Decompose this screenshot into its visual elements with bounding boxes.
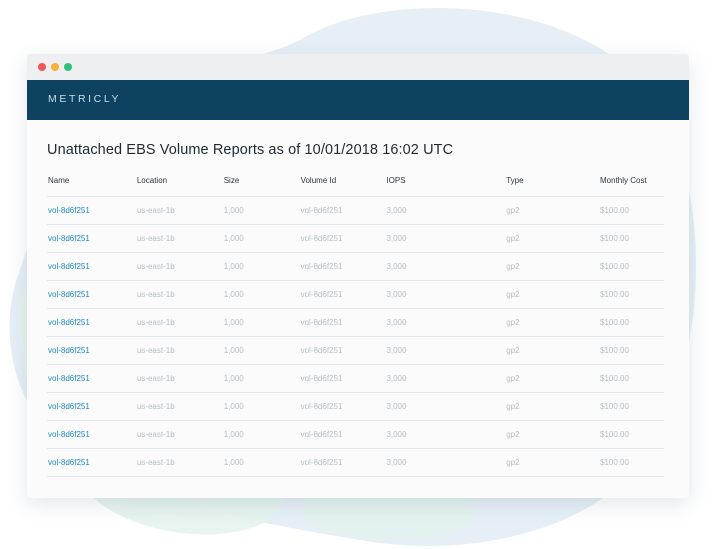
brand-logo: METRICLY xyxy=(48,93,122,105)
cell-size: 1,000 xyxy=(223,308,301,337)
column-header-type[interactable]: Type xyxy=(506,174,601,197)
app-header: METRICLY xyxy=(27,80,689,120)
volume-name-link[interactable]: vol-8d6f251 xyxy=(47,308,137,337)
maximize-window-dot[interactable] xyxy=(64,63,72,71)
volume-name-link[interactable]: vol-8d6f251 xyxy=(47,252,137,281)
cell-size: 1,000 xyxy=(223,252,301,281)
table-row[interactable]: vol-8d6f251 us-east-1b 1,000 vol-8d6f251 3,0… xyxy=(47,252,664,281)
column-header-volume-id[interactable]: Volume Id xyxy=(300,174,387,197)
volume-name-link[interactable]: vol-8d6f251 xyxy=(47,392,137,421)
cell-monthly-cost: $100.00 xyxy=(600,252,664,281)
volume-name-link[interactable]: vol-8d6f251 xyxy=(47,224,137,253)
table-header-row: Name Location Size Volume Id IOPS Type Monthly… xyxy=(47,174,664,197)
cell-monthly-cost: $100.00 xyxy=(600,392,664,421)
close-window-dot[interactable] xyxy=(38,63,46,71)
cell-location: us-east-1b xyxy=(136,252,224,281)
cell-size: 1,000 xyxy=(223,224,301,253)
cell-location: us-east-1b xyxy=(136,280,224,309)
volume-name-link[interactable]: vol-8d6f251 xyxy=(47,364,137,393)
cell-type: gp2 xyxy=(506,364,601,393)
cell-size: 1,000 xyxy=(223,280,301,309)
cell-location: us-east-1b xyxy=(136,364,224,393)
cell-monthly-cost: $100.00 xyxy=(600,280,664,309)
cell-location: us-east-1b xyxy=(136,420,224,449)
cell-volume-id: vol-8d6f251 xyxy=(300,448,387,477)
cell-monthly-cost: $100.00 xyxy=(600,308,664,337)
cell-monthly-cost: $100.00 xyxy=(600,420,664,449)
cell-type: gp2 xyxy=(506,308,601,337)
browser-window: METRICLY Unattached EBS Volume Reports a… xyxy=(27,54,689,498)
volume-table: Name Location Size Volume Id IOPS Type Monthly… xyxy=(47,174,664,477)
cell-location: us-east-1b xyxy=(136,448,224,477)
cell-size: 1,000 xyxy=(223,448,301,477)
cell-volume-id: vol-8d6f251 xyxy=(300,364,387,393)
cell-location: us-east-1b xyxy=(136,336,224,365)
cell-type: gp2 xyxy=(506,448,601,477)
cell-type: gp2 xyxy=(506,252,601,281)
cell-monthly-cost: $100.00 xyxy=(600,196,664,225)
table-row[interactable]: vol-8d6f251 us-east-1b 1,000 vol-8d6f251 3,0… xyxy=(47,392,664,421)
table-row[interactable]: vol-8d6f251 us-east-1b 1,000 vol-8d6f251 3,0… xyxy=(47,280,664,309)
column-header-monthly-cost[interactable]: Monthly Cost xyxy=(600,174,664,197)
cell-volume-id: vol-8d6f251 xyxy=(300,224,387,253)
table-body: vol-8d6f251 us-east-1b 1,000 vol-8d6f251 3,0… xyxy=(47,196,664,477)
cell-iops: 3,000 xyxy=(386,280,507,309)
volume-name-link[interactable]: vol-8d6f251 xyxy=(47,336,137,365)
table-row[interactable]: vol-8d6f251 us-east-1b 1,000 vol-8d6f251 3,0… xyxy=(47,196,664,225)
table-row[interactable]: vol-8d6f251 us-east-1b 1,000 vol-8d6f251 3,0… xyxy=(47,224,664,253)
cell-iops: 3,000 xyxy=(386,364,507,393)
cell-location: us-east-1b xyxy=(136,308,224,337)
cell-volume-id: vol-8d6f251 xyxy=(300,196,387,225)
column-header-location[interactable]: Location xyxy=(136,174,224,197)
minimize-window-dot[interactable] xyxy=(51,63,59,71)
cell-type: gp2 xyxy=(506,196,601,225)
cell-iops: 3,000 xyxy=(386,420,507,449)
column-header-iops[interactable]: IOPS xyxy=(386,174,507,197)
table-row[interactable]: vol-8d6f251 us-east-1b 1,000 vol-8d6f251 3,0… xyxy=(47,420,664,449)
cell-location: us-east-1b xyxy=(136,224,224,253)
table-row[interactable]: vol-8d6f251 us-east-1b 1,000 vol-8d6f251 3,0… xyxy=(47,364,664,393)
cell-monthly-cost: $100.00 xyxy=(600,448,664,477)
cell-monthly-cost: $100.00 xyxy=(600,364,664,393)
cell-location: us-east-1b xyxy=(136,392,224,421)
window-titlebar xyxy=(27,54,689,80)
cell-type: gp2 xyxy=(506,420,601,449)
cell-volume-id: vol-8d6f251 xyxy=(300,308,387,337)
cell-monthly-cost: $100.00 xyxy=(600,224,664,253)
volume-name-link[interactable]: vol-8d6f251 xyxy=(47,420,137,449)
volume-name-link[interactable]: vol-8d6f251 xyxy=(47,448,137,477)
cell-iops: 3,000 xyxy=(386,308,507,337)
cell-size: 1,000 xyxy=(223,336,301,365)
cell-size: 1,000 xyxy=(223,196,301,225)
cell-size: 1,000 xyxy=(223,392,301,421)
cell-iops: 3,000 xyxy=(386,224,507,253)
cell-volume-id: vol-8d6f251 xyxy=(300,420,387,449)
cell-location: us-east-1b xyxy=(136,196,224,225)
cell-volume-id: vol-8d6f251 xyxy=(300,336,387,365)
column-header-size[interactable]: Size xyxy=(223,174,301,197)
report-content: Unattached EBS Volume Reports as of 10/0… xyxy=(27,142,689,477)
volume-name-link[interactable]: vol-8d6f251 xyxy=(47,196,137,225)
cell-type: gp2 xyxy=(506,336,601,365)
cell-iops: 3,000 xyxy=(386,196,507,225)
cell-size: 1,000 xyxy=(223,364,301,393)
table-row[interactable]: vol-8d6f251 us-east-1b 1,000 vol-8d6f251 3,0… xyxy=(47,308,664,337)
cell-iops: 3,000 xyxy=(386,252,507,281)
cell-monthly-cost: $100.00 xyxy=(600,336,664,365)
cell-iops: 3,000 xyxy=(386,336,507,365)
cell-volume-id: vol-8d6f251 xyxy=(300,392,387,421)
table-row[interactable]: vol-8d6f251 us-east-1b 1,000 vol-8d6f251 3,0… xyxy=(47,448,664,477)
cell-iops: 3,000 xyxy=(386,448,507,477)
cell-size: 1,000 xyxy=(223,420,301,449)
cell-iops: 3,000 xyxy=(386,392,507,421)
cell-type: gp2 xyxy=(506,224,601,253)
column-header-name[interactable]: Name xyxy=(47,174,137,197)
cell-volume-id: vol-8d6f251 xyxy=(300,280,387,309)
report-title: Unattached EBS Volume Reports as of 10/0… xyxy=(47,142,454,158)
table-row[interactable]: vol-8d6f251 us-east-1b 1,000 vol-8d6f251 3,0… xyxy=(47,336,664,365)
volume-name-link[interactable]: vol-8d6f251 xyxy=(47,280,137,309)
cell-type: gp2 xyxy=(506,392,601,421)
cell-type: gp2 xyxy=(506,280,601,309)
cell-volume-id: vol-8d6f251 xyxy=(300,252,387,281)
